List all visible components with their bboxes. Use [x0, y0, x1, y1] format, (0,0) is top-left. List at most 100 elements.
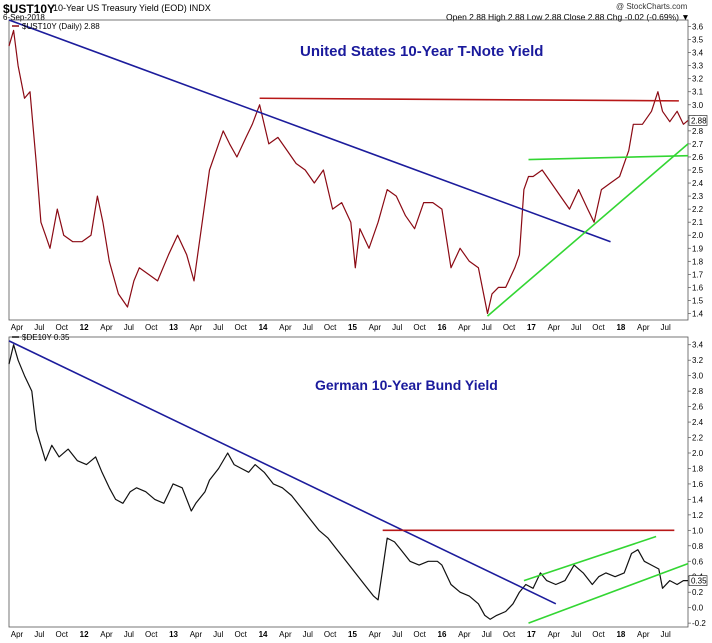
- us-x-tick-label: Apr: [637, 323, 650, 332]
- us-y-tick-label: 1.4: [692, 309, 704, 318]
- de-last-value-label: 0.35: [691, 577, 707, 586]
- symbol-title: $UST10Y: [3, 2, 56, 16]
- de-x-tick-label: Apr: [190, 630, 203, 639]
- us-10y-panel: 1.4 1.5 1.6 1.7 1.8 1.9 2.0 2.1 2.2 2.3 2.4 2.5 2.6 2…: [8, 19, 708, 332]
- us-y-tick-label: 2.7: [692, 140, 704, 149]
- us-x-tick-label: Jul: [124, 323, 134, 332]
- de-x-tick-label: Apr: [100, 630, 113, 639]
- de-chart-annotation: German 10-Year Bund Yield: [315, 377, 498, 393]
- de-y-tick-label: 3.4: [692, 341, 704, 350]
- us-x-tick-label: 16: [438, 323, 447, 332]
- us-y-tick-label: 3.5: [692, 36, 704, 45]
- us-x-tick-label: Oct: [413, 323, 426, 332]
- de-y-tick-label: 3.2: [692, 356, 704, 365]
- de-legend: $DE10Y 0.35: [22, 333, 70, 342]
- us-x-tick-label: Jul: [392, 323, 402, 332]
- de-y-tick-label: 2.6: [692, 403, 704, 412]
- us-y-tick-label: 2.3: [692, 192, 704, 201]
- symbol-description: 10-Year US Treasury Yield (EOD) INDX: [53, 3, 211, 13]
- us-y-tick-label: 1.9: [692, 244, 704, 253]
- us-y-tick-label: 2.5: [692, 166, 704, 175]
- us-last-value-label: 2.88: [691, 116, 707, 125]
- stockcharts-logo: @ StockCharts.com: [616, 2, 688, 11]
- de-x-tick-label: Oct: [145, 630, 158, 639]
- us-x-tick-label: Jul: [34, 323, 44, 332]
- de-uptrend-trendline: [523, 535, 657, 582]
- us-x-tick-label: Apr: [279, 323, 292, 332]
- de-y-tick-label: 0.6: [692, 557, 704, 566]
- us-x-tick-label: 14: [259, 323, 268, 332]
- de-x-tick-label: Jul: [392, 630, 402, 639]
- de-y-tick-label: 2.8: [692, 387, 704, 396]
- de-x-tick-label: 16: [438, 630, 447, 639]
- de-y-tick-label: 0.0: [692, 604, 704, 613]
- us-y-tick-label: 3.2: [692, 75, 704, 84]
- de-y-tick-label: 1.0: [692, 526, 704, 535]
- us-plot-frame: [8, 19, 689, 321]
- us-x-tick-label: 18: [616, 323, 625, 332]
- us-downtrend-trendline: [8, 19, 611, 243]
- us-x-tick-label: Apr: [11, 323, 24, 332]
- de-x-tick-label: Jul: [571, 630, 581, 639]
- us-x-tick-label: Jul: [571, 323, 581, 332]
- de-y-tick-label: 2.4: [692, 418, 704, 427]
- de-y-tick-label: 0.2: [692, 588, 704, 597]
- de-x-tick-label: Apr: [369, 630, 382, 639]
- us-x-tick-label: Oct: [503, 323, 516, 332]
- us-y-tick-label: 2.4: [692, 179, 704, 188]
- us-y-tick-label: 3.4: [692, 49, 704, 58]
- de-x-tick-label: 15: [348, 630, 357, 639]
- de-x-tick-label: Oct: [592, 630, 605, 639]
- us-y-tick-label: 1.5: [692, 296, 704, 305]
- de-y-tick-label: 0.8: [692, 542, 704, 551]
- us-x-tick-label: Apr: [458, 323, 471, 332]
- de-y-tick-label: -0.2: [692, 619, 706, 628]
- us-y-tick-label: 2.2: [692, 205, 704, 214]
- de-x-tick-label: Jul: [303, 630, 313, 639]
- us-last-value-box: [688, 115, 708, 126]
- us-y-tick-label: 3.1: [692, 88, 704, 97]
- us-y-tick-label: 1.6: [692, 283, 704, 292]
- de-x-tick-label: Jul: [213, 630, 223, 639]
- us-x-tick-label: 15: [348, 323, 357, 332]
- de-x-tick-label: Oct: [503, 630, 516, 639]
- de-x-tick-label: Oct: [324, 630, 337, 639]
- us-uptrend-trendline: [486, 143, 689, 317]
- de-x-tick-label: Apr: [637, 630, 650, 639]
- us-y-tick-label: 3.0: [692, 101, 704, 110]
- us-x-tick-label: 12: [80, 323, 89, 332]
- us-x-tick-label: Jul: [213, 323, 223, 332]
- us-y-tick-label: 2.0: [692, 231, 704, 240]
- us-resistance-trendline: [259, 97, 679, 102]
- us-legend: $UST10Y (Daily) 2.88: [22, 22, 100, 31]
- us-x-tick-label: Oct: [145, 323, 158, 332]
- us-y-tick-label: 3.6: [692, 23, 704, 32]
- us-y-tick-label: 1.7: [692, 270, 704, 279]
- us-yield-series-line: [8, 29, 689, 315]
- us-x-tick-label: Apr: [100, 323, 113, 332]
- de-x-tick-label: 12: [80, 630, 89, 639]
- us-x-tick-label: 13: [169, 323, 178, 332]
- de-x-tick-label: Oct: [413, 630, 426, 639]
- us-x-tick-label: Oct: [324, 323, 337, 332]
- de-x-tick-label: Jul: [34, 630, 44, 639]
- de-x-tick-label: Apr: [11, 630, 24, 639]
- de-last-value-box: [688, 575, 708, 586]
- de-x-tick-label: Jul: [482, 630, 492, 639]
- de-x-tick-label: 14: [259, 630, 268, 639]
- us-x-tick-label: Jul: [303, 323, 313, 332]
- us-x-tick-label: Apr: [369, 323, 382, 332]
- us-y-tick-label: 2.8: [692, 127, 704, 136]
- de-x-tick-label: Apr: [458, 630, 471, 639]
- us-x-tick-label: Oct: [234, 323, 247, 332]
- de-y-tick-label: 2.0: [692, 449, 704, 458]
- de-uptrend-trendline: [528, 562, 689, 624]
- de-y-tick-label: 1.4: [692, 495, 704, 504]
- de-y-tick-label: 2.2: [692, 434, 704, 443]
- de-x-tick-label: Jul: [124, 630, 134, 639]
- us-x-tick-label: Apr: [190, 323, 203, 332]
- us-y-tick-label: 2.1: [692, 218, 704, 227]
- ohlc-readout: Open 2.88 High 2.88 Low 2.88 Close 2.88 …: [446, 12, 690, 22]
- us-y-tick-label: 2.6: [692, 153, 704, 162]
- us-chart-annotation: United States 10-Year T-Note Yield: [300, 43, 543, 60]
